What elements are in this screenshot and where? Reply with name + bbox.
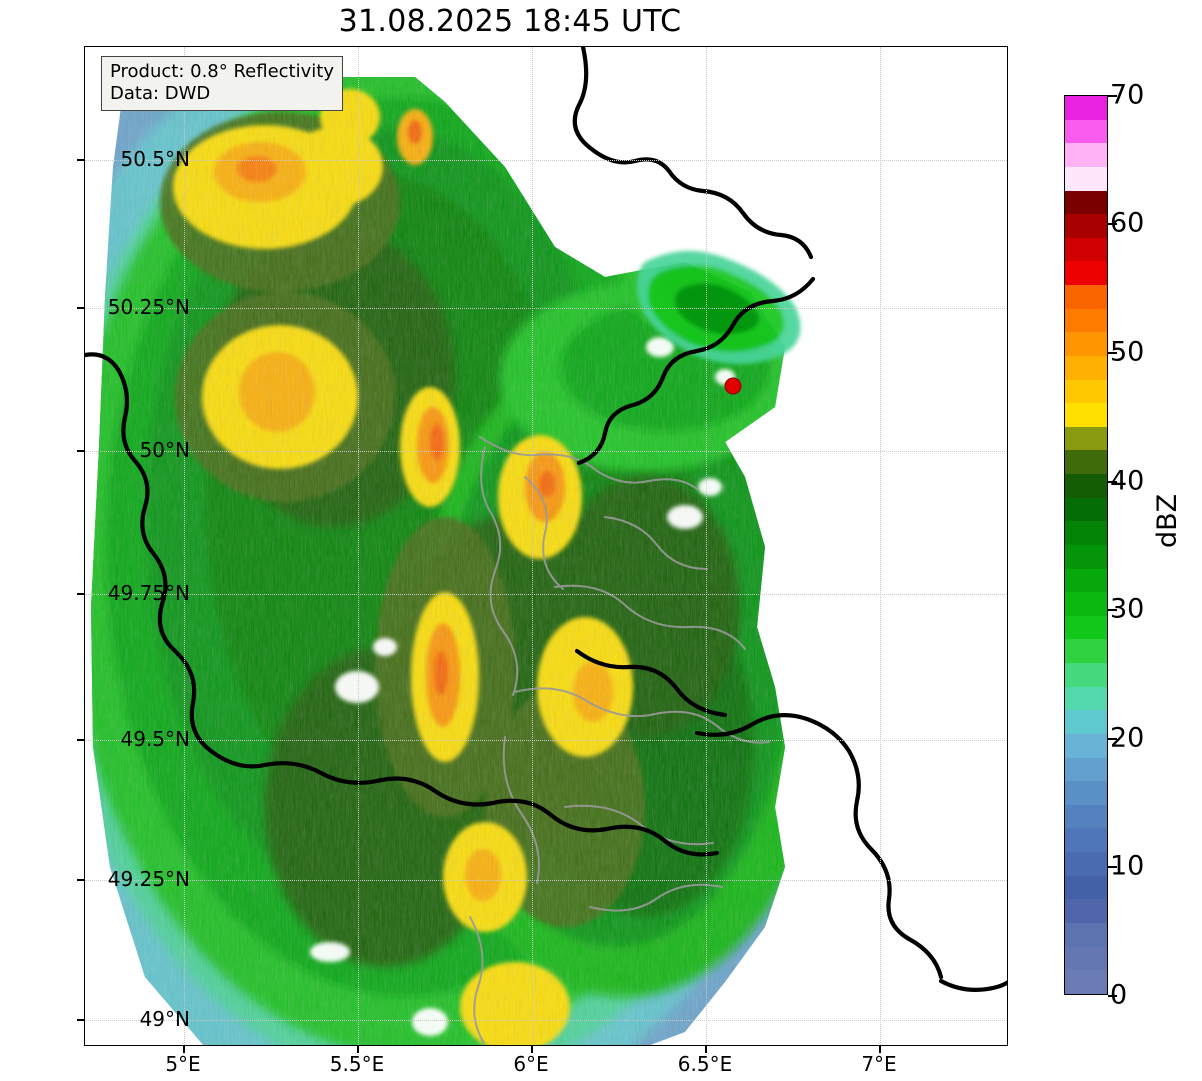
- colorbar-tick-mark: [1108, 609, 1117, 611]
- gridline-vertical: [358, 47, 359, 1045]
- page-title: 31.08.2025 18:45 UTC: [338, 4, 682, 39]
- colorbar-band: [1065, 403, 1107, 427]
- colorbar-band: [1065, 946, 1107, 971]
- gridline-vertical: [532, 47, 533, 1045]
- product-label: Product: 0.8° Reflectivity: [110, 61, 334, 82]
- product-info-box: Product: 0.8° Reflectivity Data: DWD: [101, 56, 343, 111]
- colorbar-band: [1065, 899, 1107, 923]
- ytick-mark: [77, 593, 84, 595]
- radar-reflectivity-canvas: [85, 47, 1007, 1045]
- colorbar-band: [1065, 190, 1107, 215]
- colorbar-tick-label: 0: [1110, 979, 1128, 1011]
- colorbar-band: [1065, 663, 1107, 687]
- colorbar-band: [1065, 474, 1107, 498]
- colorbar-band: [1065, 237, 1107, 262]
- gridline-horizontal: [85, 308, 1007, 309]
- colorbar-band: [1065, 426, 1107, 451]
- colorbar-band: [1065, 615, 1107, 640]
- gridline-horizontal: [85, 160, 1007, 161]
- colorbar-band: [1065, 922, 1107, 947]
- colorbar-band: [1065, 261, 1107, 285]
- colorbar-band: [1065, 214, 1107, 238]
- xtick-label: 5.5°E: [329, 1052, 385, 1076]
- xtick-mark: [879, 1046, 881, 1053]
- ytick-mark: [77, 159, 84, 161]
- colorbar-band: [1065, 166, 1107, 191]
- gridline-vertical: [706, 47, 707, 1045]
- colorbar-band: [1065, 781, 1107, 805]
- radar-plot-panel: Product: 0.8° Reflectivity Data: DWD: [84, 46, 1008, 1046]
- ytick-label: 50.25°N: [107, 295, 190, 319]
- colorbar-band: [1065, 355, 1107, 380]
- colorbar-band: [1065, 852, 1107, 876]
- colorbar-band: [1065, 639, 1107, 663]
- data-source-label: Data: DWD: [110, 82, 211, 104]
- xtick-label: 7°E: [861, 1052, 897, 1076]
- ytick-label: 49.75°N: [107, 581, 190, 605]
- gridline-horizontal: [85, 594, 1007, 595]
- xtick-label: 6.5°E: [677, 1052, 733, 1076]
- colorbar-band: [1065, 804, 1107, 829]
- colorbar-tick-mark: [1108, 866, 1117, 868]
- colorbar-band: [1065, 96, 1107, 120]
- colorbar-band: [1065, 970, 1107, 994]
- gridline-horizontal: [85, 740, 1007, 741]
- colorbar-band: [1065, 710, 1107, 734]
- ytick-mark: [77, 450, 84, 452]
- gridline-vertical: [880, 47, 881, 1045]
- colorbar-tick-mark: [1108, 481, 1117, 483]
- radar-site-marker: [724, 377, 742, 395]
- colorbar-band: [1065, 450, 1107, 474]
- colorbar-band: [1065, 828, 1107, 852]
- ytick-label: 50°N: [139, 438, 190, 462]
- ytick-mark: [77, 739, 84, 741]
- gridline-vertical: [184, 47, 185, 1045]
- colorbar-tick-mark: [1108, 95, 1117, 97]
- colorbar-tick-mark: [1108, 995, 1117, 997]
- colorbar-band: [1065, 497, 1107, 522]
- colorbar-band: [1065, 521, 1107, 545]
- xtick-label: 5°E: [165, 1052, 201, 1076]
- colorbar-band: [1065, 143, 1107, 167]
- ytick-label: 49°N: [139, 1007, 190, 1031]
- xtick-mark: [183, 1046, 185, 1053]
- colorbar-unit-label: dBZ: [1152, 493, 1183, 548]
- xtick-label: 6°E: [513, 1052, 549, 1076]
- ytick-label: 49.25°N: [107, 867, 190, 891]
- colorbar-band: [1065, 686, 1107, 711]
- xtick-mark: [705, 1046, 707, 1053]
- gridline-horizontal: [85, 451, 1007, 452]
- colorbar-band: [1065, 332, 1107, 356]
- colorbar-tick-mark: [1108, 223, 1117, 225]
- gridline-horizontal: [85, 1020, 1007, 1021]
- colorbar: [1064, 95, 1108, 995]
- colorbar-band: [1065, 757, 1107, 782]
- colorbar-band: [1065, 875, 1107, 900]
- xtick-mark: [531, 1046, 533, 1053]
- ytick-mark: [77, 1019, 84, 1021]
- colorbar-band: [1065, 592, 1107, 616]
- colorbar-band: [1065, 733, 1107, 758]
- colorbar-band: [1065, 544, 1107, 569]
- colorbar-band: [1065, 379, 1107, 404]
- colorbar-tick-mark: [1108, 738, 1117, 740]
- ytick-label: 49.5°N: [120, 727, 191, 751]
- colorbar-band: [1065, 568, 1107, 593]
- gridline-horizontal: [85, 880, 1007, 881]
- xtick-mark: [357, 1046, 359, 1053]
- ytick-mark: [77, 879, 84, 881]
- ytick-mark: [77, 307, 84, 309]
- ytick-label: 50.5°N: [120, 147, 191, 171]
- colorbar-band: [1065, 285, 1107, 309]
- radar-image: Product: 0.8° Reflectivity Data: DWD: [85, 47, 1007, 1045]
- colorbar-band: [1065, 119, 1107, 144]
- colorbar-tick-mark: [1108, 352, 1117, 354]
- colorbar-band: [1065, 308, 1107, 333]
